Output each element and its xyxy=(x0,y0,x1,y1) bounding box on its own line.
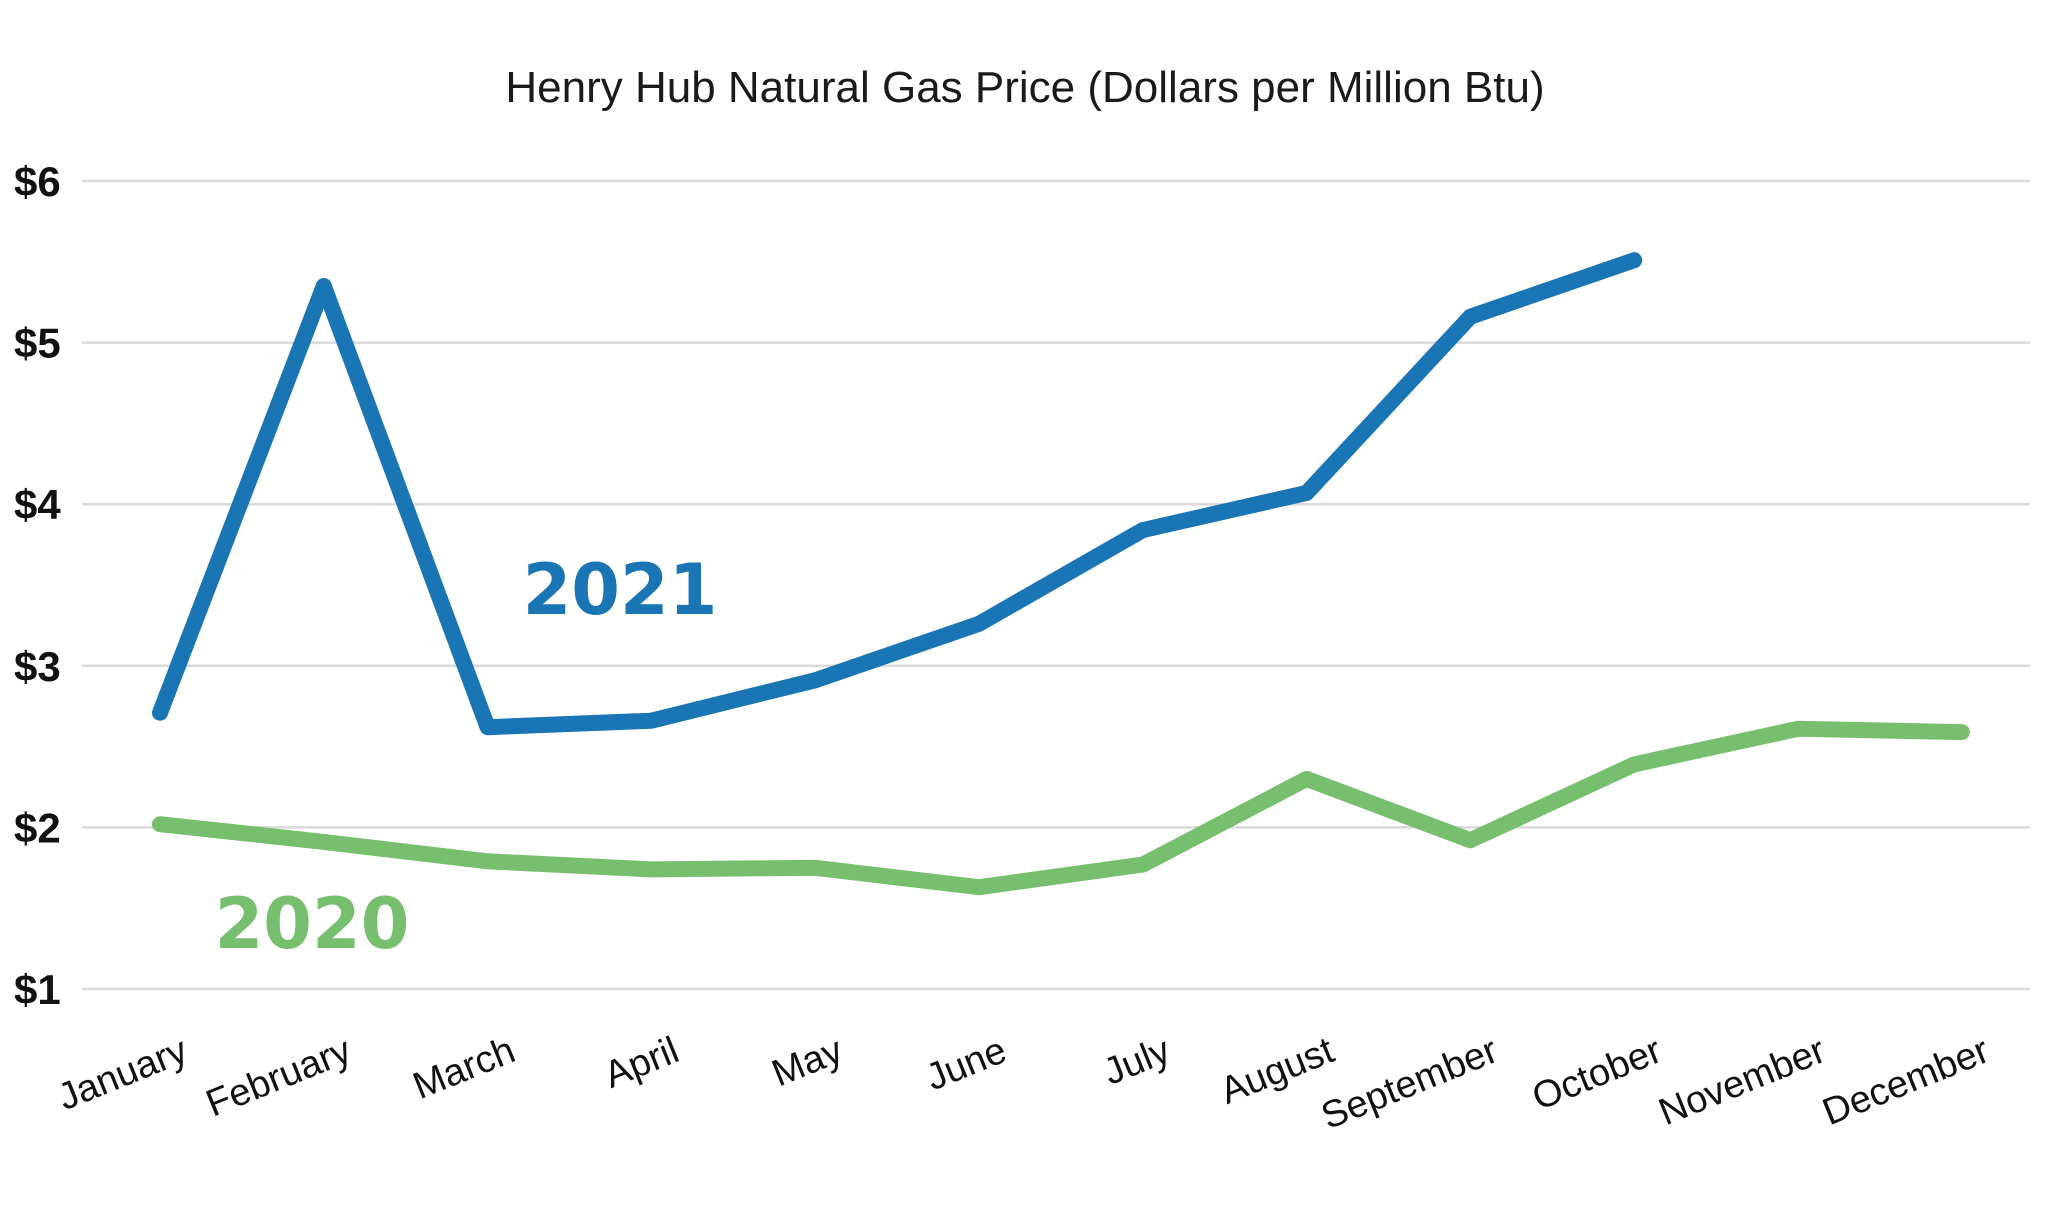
x-tick-label: October xyxy=(1527,1029,1668,1119)
y-tick-label: $1 xyxy=(14,966,61,1013)
x-tick-label: June xyxy=(920,1029,1012,1099)
y-tick-label: $2 xyxy=(14,804,61,851)
x-tick-label: April xyxy=(599,1029,685,1096)
y-tick-label: $4 xyxy=(14,481,61,528)
series-labels: 2021 2020 xyxy=(215,549,718,965)
x-tick-label: November xyxy=(1653,1029,1832,1134)
series-label-2020: 2020 xyxy=(215,883,410,965)
x-tick-label: July xyxy=(1098,1029,1176,1093)
y-tick-label: $3 xyxy=(14,643,61,690)
series-lines xyxy=(152,252,1970,896)
y-tick-label: $6 xyxy=(14,158,61,205)
series-line-2020 xyxy=(152,720,1970,896)
x-tick-label: February xyxy=(200,1029,357,1125)
x-tick-label: May xyxy=(766,1029,848,1095)
x-tick-label: December xyxy=(1817,1029,1996,1134)
y-axis: $1 $2 $3 $4 $5 $6 xyxy=(14,158,61,1013)
x-tick-label: March xyxy=(407,1029,521,1107)
y-tick-label: $5 xyxy=(14,320,61,367)
series-label-2021: 2021 xyxy=(523,549,718,631)
series-line-2021 xyxy=(152,252,1643,736)
chart-title: Henry Hub Natural Gas Price (Dollars per… xyxy=(505,63,1544,112)
x-tick-label: January xyxy=(52,1029,193,1119)
x-axis: January February March April May June July Augu… xyxy=(52,1029,1995,1138)
x-tick-label: September xyxy=(1316,1029,1504,1138)
